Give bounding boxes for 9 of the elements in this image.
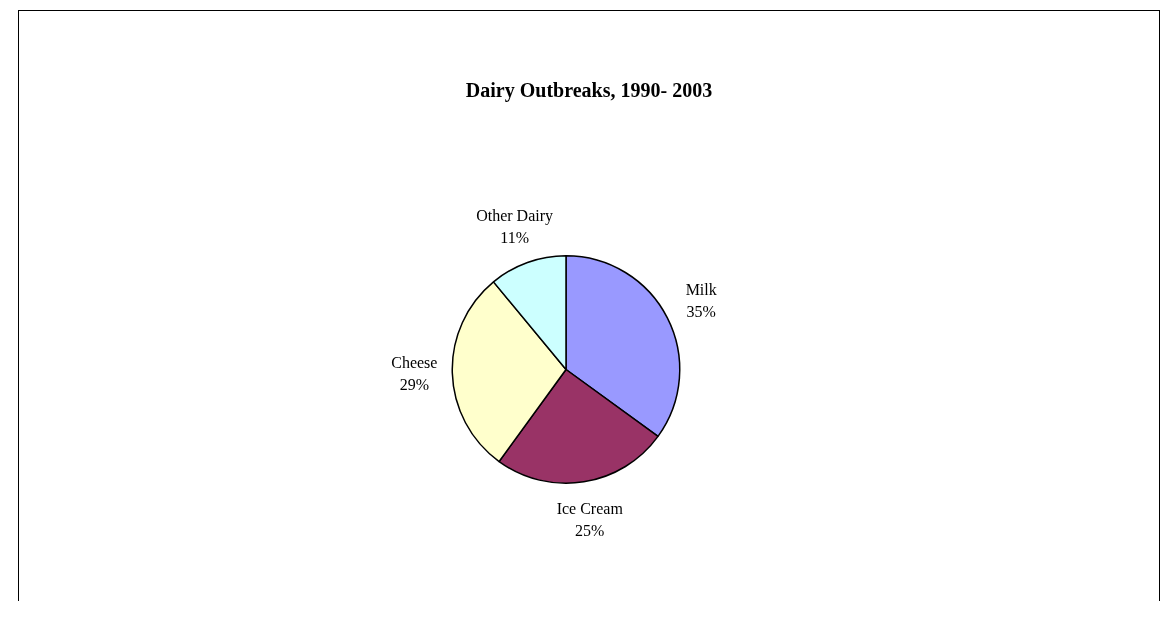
chart-title: Dairy Outbreaks, 1990- 2003 (464, 79, 714, 102)
slice-label: Ice Cream (556, 499, 624, 517)
data-label: 29% (399, 376, 429, 394)
slice-label: Cheese (391, 354, 438, 372)
slice-label: Milk (685, 280, 717, 298)
slice-label: Other Dairy (476, 206, 554, 225)
data-label: 11% (500, 228, 529, 246)
data-label: 25% (575, 521, 605, 539)
data-label: 35% (686, 302, 716, 320)
